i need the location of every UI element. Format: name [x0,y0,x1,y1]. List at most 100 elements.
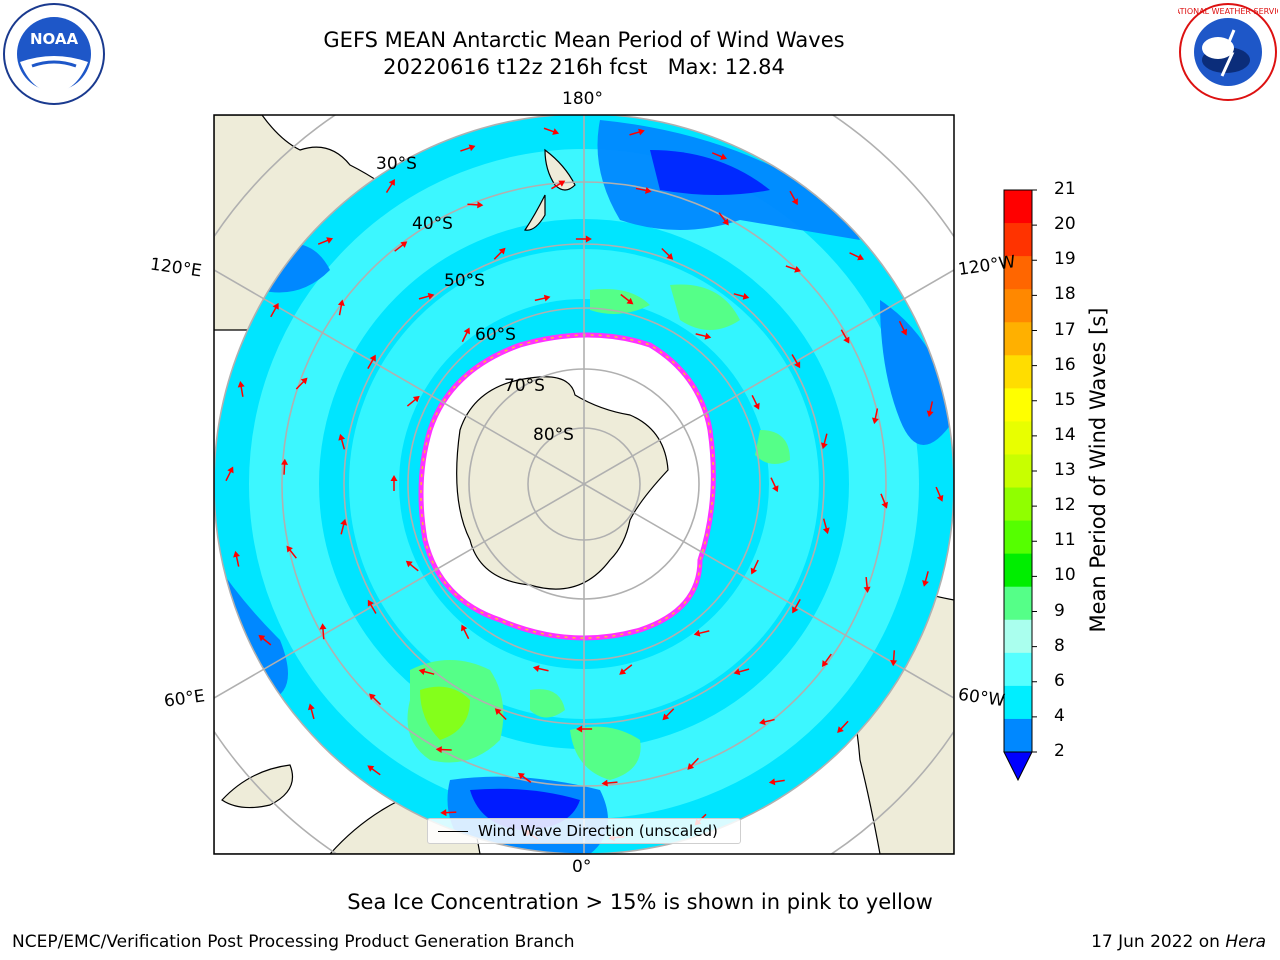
colorbar-tick-label: 4 [1054,705,1065,726]
colorbar-tick-label: 13 [1054,460,1076,480]
wave-direction-arrow [576,725,593,733]
colorbar [1003,189,1037,782]
new-zealand-landmass [544,148,576,191]
wave-direction-arrow [494,708,507,721]
wave-direction-arrow [695,332,712,340]
wave-direction-arrow [661,247,674,260]
wave-direction-arrow [620,293,634,305]
nws-logo: NATIONAL WEATHER SERVICE [1178,3,1278,101]
wave-direction-arrow [849,252,865,261]
wave-direction-arrow [258,634,272,646]
colorbar-tick-label: 16 [1054,354,1076,375]
footer-credit: NCEP/EMC/Verification Post Processing Pr… [12,932,575,952]
wave-direction-arrow [922,571,929,587]
colorbar-segment [1004,289,1032,323]
wave-direction-arrow [390,475,398,491]
wave-direction-arrow [369,693,382,706]
colorbar-segment [1004,223,1032,257]
wave-direction-arrow [792,599,801,614]
footer-system: Hera [1225,932,1266,952]
colorbar-tick-label: 8 [1054,635,1065,656]
lat-label-40s: 40°S [412,214,453,234]
wave-direction-arrow [785,265,802,273]
colorbar-tick-label: 6 [1054,670,1065,691]
chart-title-line2: 20220616 t12z 216h fcst Max: 12.84 [383,55,785,79]
colorbar-tick-label: 20 [1054,214,1076,235]
colorbar-tick-label: 11 [1054,530,1076,551]
wave-direction-arrow [629,128,645,136]
lat-label-30s: 30°S [376,154,417,174]
wave-direction-arrow [751,394,760,410]
graticule [214,115,954,854]
map-frame [213,114,955,855]
colorbar-tick-label: 15 [1054,389,1076,410]
wave-direction-arrow [532,665,549,672]
wave-direction-arrow [295,377,308,390]
lat-label-80s: 80°S [533,425,574,445]
wave-direction-arrow [880,493,888,509]
wave-direction-arrow [821,653,832,667]
colorbar-tick-label: 9 [1054,600,1065,621]
wave-direction-arrow [435,746,452,754]
legend-line-symbol [438,831,468,832]
wave-direction-arrow [367,354,376,369]
wave-direction-arrow [551,180,566,190]
colorbar-segment [1004,421,1032,455]
colorbar-tick-label: 12 [1054,495,1076,516]
wave-direction-arrow [926,401,934,418]
wave-direction-arrow [493,247,506,260]
colorbar-tick-label: 2 [1054,741,1065,761]
wave-direction-arrow [543,127,560,135]
antarctica-landmass [456,376,669,590]
wave-direction-arrow [367,765,381,776]
lat-label-50s: 50°S [444,271,485,291]
wave-direction-arrow [281,458,289,475]
colorbar-segment [1004,619,1032,654]
wave-direction-arrow [750,559,759,575]
wave-direction-arrow [460,144,476,152]
wave-direction-arrow [225,466,234,482]
wave-direction-arrow [789,190,798,206]
wave-direction-arrow [791,354,801,369]
wave-direction-arrow [233,550,240,567]
wave-direction-arrow [467,201,484,209]
colorbar-segment [1004,652,1032,687]
wave-direction-arrow [317,237,334,245]
colorbar-segment [1004,520,1032,555]
wave-direction-arrow [461,624,470,640]
wave-direction-arrow [517,772,532,783]
map-legend: Wind Wave Direction (unscaled) [427,818,741,844]
colorbar-segment [1004,586,1032,621]
wave-direction-arrow [418,668,435,676]
colorbar-segment [1004,190,1032,224]
colorbar-segment [1004,685,1032,720]
wave-direction-arrow [935,486,944,502]
wave-direction-arrow [770,477,779,493]
wave-direction-arrow [820,433,828,450]
wave-direction-arrow [837,720,849,733]
chart-title-line1: GEFS MEAN Antarctic Mean Period of Wind … [323,28,845,52]
wave-direction-arrow [871,408,879,425]
colorbar-extend-triangle [1003,751,1033,782]
colorbar-tick-label: 17 [1054,319,1076,340]
footer-date: 17 Jun 2022 on Hera [1091,932,1266,952]
footer-date-text: 17 Jun 2022 on [1091,932,1226,952]
colorbar-tick-label: 14 [1054,424,1076,445]
colorbar-segment [1004,388,1032,422]
wave-direction-arrow [286,545,297,559]
wave-direction-arrow [406,395,420,407]
wave-direction-arrow [822,518,830,535]
wave-direction-arrow [534,294,551,302]
wave-direction-arrow [601,779,618,787]
colorbar-label: Mean Period of Wind Waves [s] [1086,307,1110,633]
colorbar-segment [1004,256,1032,290]
wave-direction-arrow [394,241,408,252]
wave-direction-arrow [307,703,315,720]
legend-label: Wind Wave Direction (unscaled) [478,822,718,840]
wave-direction-arrow [768,778,785,786]
wave-direction-arrow [759,718,775,726]
colorbar-segment [1004,322,1032,356]
wave-direction-arrow [711,152,728,160]
wave-direction-arrow [340,518,348,535]
